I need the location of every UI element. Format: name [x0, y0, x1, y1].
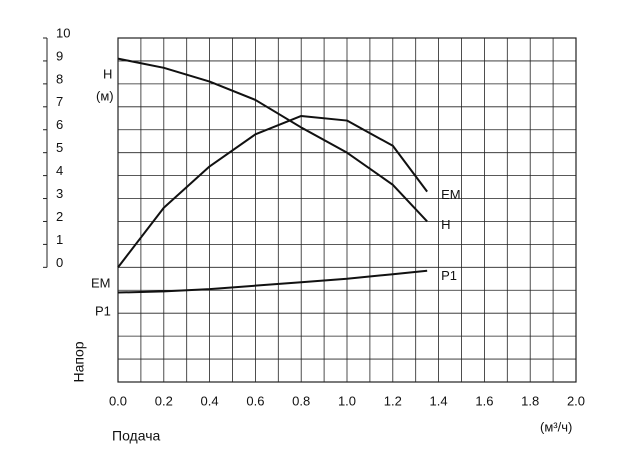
line-series: [117, 269, 428, 294]
x-tick-label: 0.4: [201, 393, 219, 408]
plot-frame: [117, 37, 577, 383]
y-tick-label: 8: [56, 71, 63, 86]
y-tick-label: 5: [56, 140, 63, 155]
y-tick-label: 1: [56, 232, 63, 247]
x-tick-label: 1.8: [521, 393, 539, 408]
x-tick-label: 1.2: [384, 393, 402, 408]
y-tick-label: 0: [56, 255, 63, 270]
y-tick-label: 9: [56, 48, 63, 63]
annotation: P1: [95, 303, 111, 318]
y-tick-label: 6: [56, 117, 63, 132]
y-unit-label: H: [103, 66, 112, 81]
x-tick-label: 1.0: [338, 393, 356, 408]
x-tick-label: 0.0: [109, 393, 127, 408]
x-tick-label: 0.8: [292, 393, 310, 408]
annotation: EM: [91, 275, 111, 290]
x-tick-label: 1.4: [430, 393, 448, 408]
y-tick-label: 10: [56, 25, 70, 40]
series-label: H: [441, 217, 450, 232]
x-tick-label: 1.6: [475, 393, 493, 408]
x-axis-label: Подача: [112, 428, 160, 444]
x-tick-label: 0.2: [155, 393, 173, 408]
y-tick-label: 7: [56, 94, 63, 109]
line-series: [117, 114, 428, 268]
x-tick-label: 2.0: [567, 393, 585, 408]
y-axis-label: Напор: [71, 341, 87, 382]
y-tick-label: 3: [56, 186, 63, 201]
y-unit: (м): [96, 88, 114, 103]
line-series: [117, 57, 428, 223]
x-tick-label: 0.6: [246, 393, 264, 408]
series-label: P1: [441, 268, 457, 283]
y-tick-label: 4: [56, 163, 63, 178]
series-label: EM: [441, 187, 461, 202]
y-tick-label: 2: [56, 209, 63, 224]
x-unit: (м³/ч): [540, 419, 572, 434]
